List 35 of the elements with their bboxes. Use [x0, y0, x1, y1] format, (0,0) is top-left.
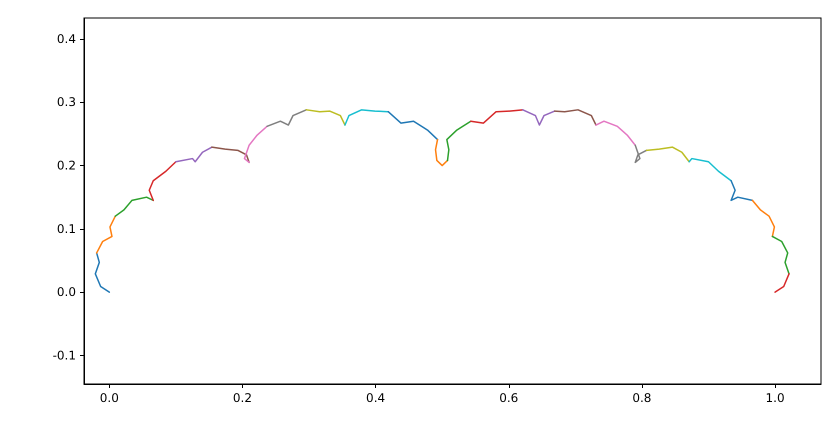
x-tick-label: 1.0	[766, 391, 785, 405]
line-series	[646, 146, 690, 162]
line-series	[470, 109, 524, 124]
line-series	[266, 109, 308, 128]
line-series	[175, 146, 213, 162]
y-tick-label: 0.1	[56, 222, 76, 236]
line-series	[344, 109, 390, 126]
line-series	[148, 160, 177, 202]
line-series	[634, 144, 648, 164]
y-tick-label: 0.4	[56, 32, 76, 46]
line-series	[94, 252, 110, 293]
y-tick-label: 0.0	[56, 285, 76, 300]
x-tick-label: 0.8	[632, 391, 652, 405]
line-series	[306, 109, 346, 126]
x-tick-label: 0.6	[499, 391, 518, 405]
line-series	[522, 109, 556, 126]
y-tick-label: 0.2	[56, 158, 76, 173]
y-tick-label: -0.1	[52, 348, 76, 363]
line-series	[446, 120, 472, 162]
line-series	[688, 158, 732, 182]
y-tick-label: 0.3	[56, 95, 76, 110]
line-series	[595, 120, 636, 146]
x-tick-label: 0.4	[366, 391, 386, 405]
line-series	[114, 196, 154, 217]
x-tick-label: 0.2	[232, 391, 252, 405]
x-tick-label: 0.0	[100, 391, 119, 405]
line-series	[96, 215, 116, 254]
line-series	[730, 180, 754, 202]
line-series	[772, 236, 790, 275]
line-series	[752, 200, 776, 238]
line-series	[554, 109, 597, 126]
line-series	[434, 138, 448, 166]
line-series	[388, 110, 438, 140]
line-series	[244, 126, 268, 164]
line-series	[211, 146, 250, 164]
